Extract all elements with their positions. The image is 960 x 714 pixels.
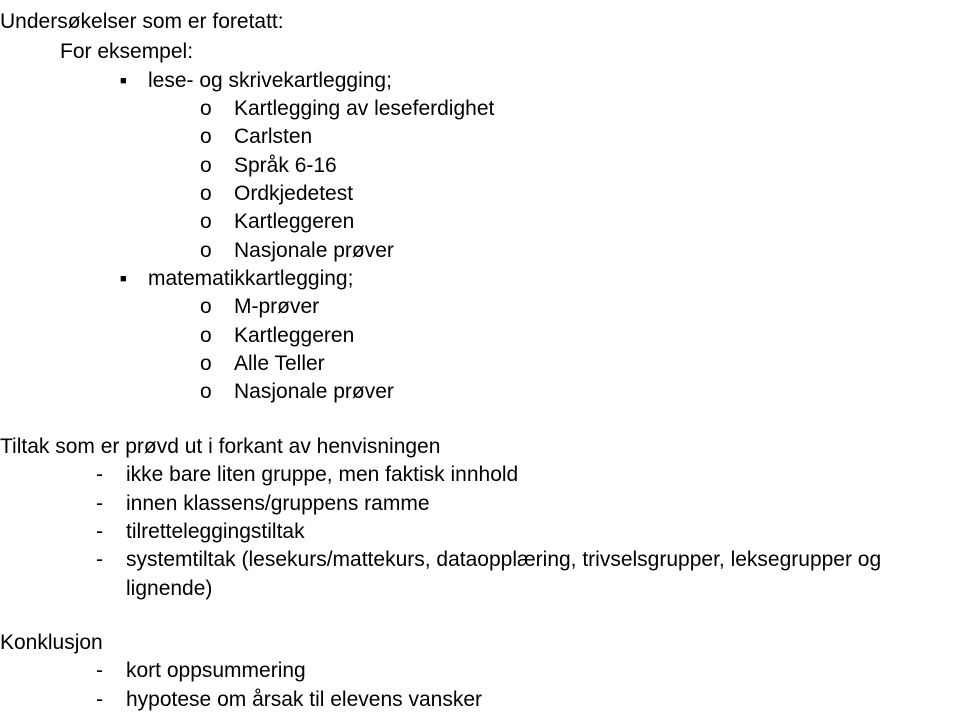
- list-item-label: kort oppsummering: [126, 657, 306, 685]
- list-item: - innen klassens/gruppens ramme: [96, 490, 960, 518]
- dash-bullet-icon: -: [96, 657, 126, 685]
- dash-bullet-icon: -: [96, 686, 126, 714]
- circle-bullet-icon: o: [200, 95, 234, 123]
- list-item-label: lese- og skrivekartlegging;: [148, 67, 392, 95]
- list-item-label: Kartlegging av leseferdighet: [234, 95, 494, 123]
- list-item: o Nasjonale prøver: [200, 237, 960, 265]
- circle-bullet-icon: o: [200, 322, 234, 350]
- list-item: - systemtiltak (lesekurs/mattekurs, data…: [96, 546, 960, 603]
- list-item: o Carlsten: [200, 123, 960, 151]
- section-title-2: Tiltak som er prøvd ut i forkant av henv…: [0, 433, 960, 461]
- list-item-label: tilretteleggingstiltak: [126, 518, 305, 546]
- list-item-label: Nasjonale prøver: [234, 237, 394, 265]
- list-item-label: matematikkartlegging;: [148, 265, 353, 293]
- circle-bullet-icon: o: [200, 378, 234, 406]
- circle-bullet-icon: o: [200, 293, 234, 321]
- list-item: - tilretteleggingstiltak: [96, 518, 960, 546]
- square-bullet-icon: ■: [120, 272, 148, 287]
- list-item-label: Alle Teller: [234, 350, 325, 378]
- list-item-label: Ordkjedetest: [234, 180, 353, 208]
- list-item: ■ lese- og skrivekartlegging;: [120, 67, 960, 95]
- circle-bullet-icon: o: [200, 208, 234, 236]
- list-item: o Kartlegging av leseferdighet: [200, 95, 960, 123]
- list-item: o Alle Teller: [200, 350, 960, 378]
- list-item-label: Kartleggeren: [234, 322, 354, 350]
- list-item: o Ordkjedetest: [200, 180, 960, 208]
- circle-bullet-icon: o: [200, 350, 234, 378]
- dash-bullet-icon: -: [96, 461, 126, 489]
- square-bullet-icon: ■: [120, 74, 148, 89]
- list-item-label: M-prøver: [234, 293, 319, 321]
- section-title-1: Undersøkelser som er foretatt:: [0, 8, 960, 36]
- list-item: - kort oppsummering: [96, 657, 960, 685]
- list-item-label: Kartleggeren: [234, 208, 354, 236]
- list-item: - ikke bare liten gruppe, men faktisk in…: [96, 461, 960, 489]
- circle-bullet-icon: o: [200, 152, 234, 180]
- list-item: o Språk 6-16: [200, 152, 960, 180]
- list-item: ■ matematikkartlegging;: [120, 265, 960, 293]
- list-item-label: systemtiltak (lesekurs/mattekurs, dataop…: [126, 546, 960, 603]
- dash-bullet-icon: -: [96, 518, 126, 546]
- list-item: o Kartleggeren: [200, 208, 960, 236]
- list-item: o Kartleggeren: [200, 322, 960, 350]
- section-title-3: Konklusjon: [0, 629, 960, 657]
- document-page: Undersøkelser som er foretatt: For eksem…: [0, 0, 960, 714]
- dash-bullet-icon: -: [96, 490, 126, 518]
- list-item-label: hypotese om årsak til elevens vansker: [126, 686, 482, 714]
- list-item-label: Carlsten: [234, 123, 312, 151]
- list-item-label: innen klassens/gruppens ramme: [126, 490, 430, 518]
- circle-bullet-icon: o: [200, 237, 234, 265]
- subtitle: For eksempel:: [60, 38, 960, 66]
- circle-bullet-icon: o: [200, 180, 234, 208]
- list-item: o M-prøver: [200, 293, 960, 321]
- list-item: - hypotese om årsak til elevens vansker: [96, 686, 960, 714]
- list-item: o Nasjonale prøver: [200, 378, 960, 406]
- list-item-label: Språk 6-16: [234, 152, 337, 180]
- circle-bullet-icon: o: [200, 123, 234, 151]
- dash-bullet-icon: -: [96, 546, 126, 574]
- list-item-label: ikke bare liten gruppe, men faktisk innh…: [126, 461, 518, 489]
- list-item-label: Nasjonale prøver: [234, 378, 394, 406]
